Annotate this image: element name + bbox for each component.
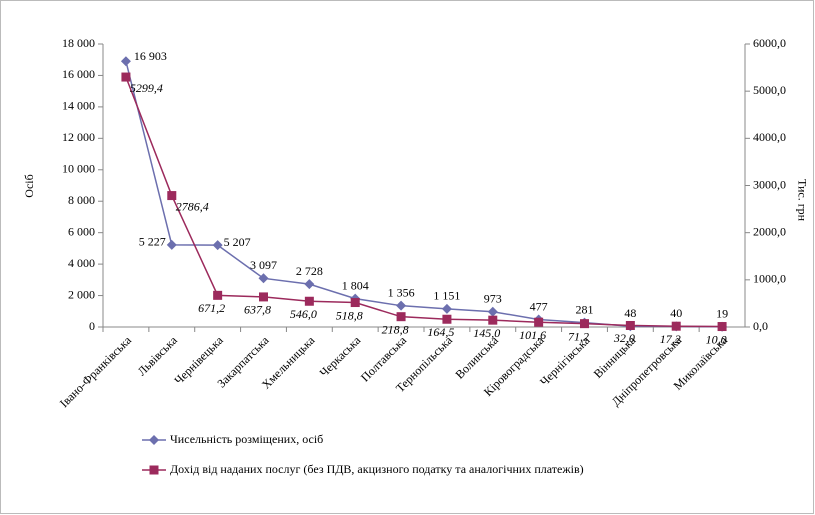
legend-label: Чисельність розміщених, осіб (170, 432, 323, 446)
marker (488, 315, 498, 325)
legend-marker (149, 435, 159, 445)
value-label: 518,8 (336, 308, 363, 322)
value-label: 164,5 (427, 325, 454, 339)
marker (396, 312, 406, 322)
value-label: 19 (716, 306, 728, 320)
marker (167, 191, 177, 201)
value-label: 281 (576, 302, 594, 316)
marker (304, 296, 314, 306)
y2-tick-label: 1000,0 (753, 272, 786, 286)
value-label: 5299,4 (130, 81, 163, 95)
marker (304, 279, 315, 290)
value-label: 5 207 (224, 235, 251, 249)
value-label: 10,0 (706, 332, 727, 346)
marker (259, 292, 268, 302)
marker (580, 319, 589, 329)
value-label: 1 356 (388, 285, 415, 299)
y2-tick-label: 2000,0 (753, 224, 786, 238)
marker (625, 320, 635, 330)
y2-tick-label: 0,0 (753, 319, 768, 333)
marker (487, 306, 498, 317)
value-label: 101,6 (519, 328, 546, 342)
value-label: 637,8 (244, 303, 271, 317)
y-tick-label: 2 000 (68, 287, 95, 301)
value-label: 546,0 (290, 307, 317, 321)
legend-label: Дохід від наданих послуг (без ПДВ, акциз… (170, 462, 584, 476)
value-label: 2786,4 (176, 199, 209, 213)
value-label: 218,8 (382, 322, 409, 336)
y2-tick-label: 6000,0 (753, 36, 786, 50)
value-label: 71,2 (568, 329, 589, 343)
y-tick-label: 4 000 (68, 256, 95, 270)
value-label: 32,0 (613, 331, 635, 345)
marker (350, 298, 360, 308)
y-tick-label: 8 000 (68, 193, 95, 207)
y-tick-label: 6 000 (68, 224, 95, 238)
marker (671, 321, 681, 331)
value-label: 3 097 (250, 258, 277, 272)
marker (258, 273, 269, 284)
y-tick-label: 0 (89, 319, 95, 333)
marker (212, 240, 223, 251)
value-label: 145,0 (473, 326, 500, 340)
marker (121, 72, 131, 82)
marker (396, 300, 407, 311)
value-label: 1 151 (433, 289, 460, 303)
y-tick-label: 12 000 (62, 130, 95, 144)
value-label: 5 227 (139, 235, 166, 249)
value-label: 48 (624, 306, 636, 320)
marker (717, 322, 727, 332)
y-axis-label: Осіб (22, 174, 36, 197)
y2-tick-label: 5000,0 (753, 83, 786, 97)
y2-axis-label: Тис. грн (795, 179, 809, 222)
value-label: 16 903 (134, 49, 167, 63)
value-label: 1 804 (342, 278, 369, 292)
value-label: 477 (530, 299, 548, 313)
value-label: 2 728 (296, 264, 323, 278)
y-tick-label: 10 000 (62, 162, 95, 176)
marker (166, 239, 177, 250)
marker (441, 303, 452, 314)
y-tick-label: 16 000 (62, 67, 95, 81)
y2-tick-label: 3000,0 (753, 177, 786, 191)
y-tick-label: 14 000 (62, 99, 95, 113)
value-label: 973 (484, 291, 502, 305)
y-tick-label: 18 000 (62, 36, 95, 50)
value-label: 40 (670, 306, 682, 320)
marker (120, 56, 131, 67)
value-label: 17,2 (660, 332, 681, 346)
marker (534, 317, 544, 327)
value-label: 671,2 (198, 301, 225, 315)
marker (442, 314, 452, 324)
series-line (125, 76, 723, 328)
y2-tick-label: 4000,0 (753, 130, 786, 144)
marker (213, 290, 223, 300)
legend-marker (149, 465, 159, 475)
